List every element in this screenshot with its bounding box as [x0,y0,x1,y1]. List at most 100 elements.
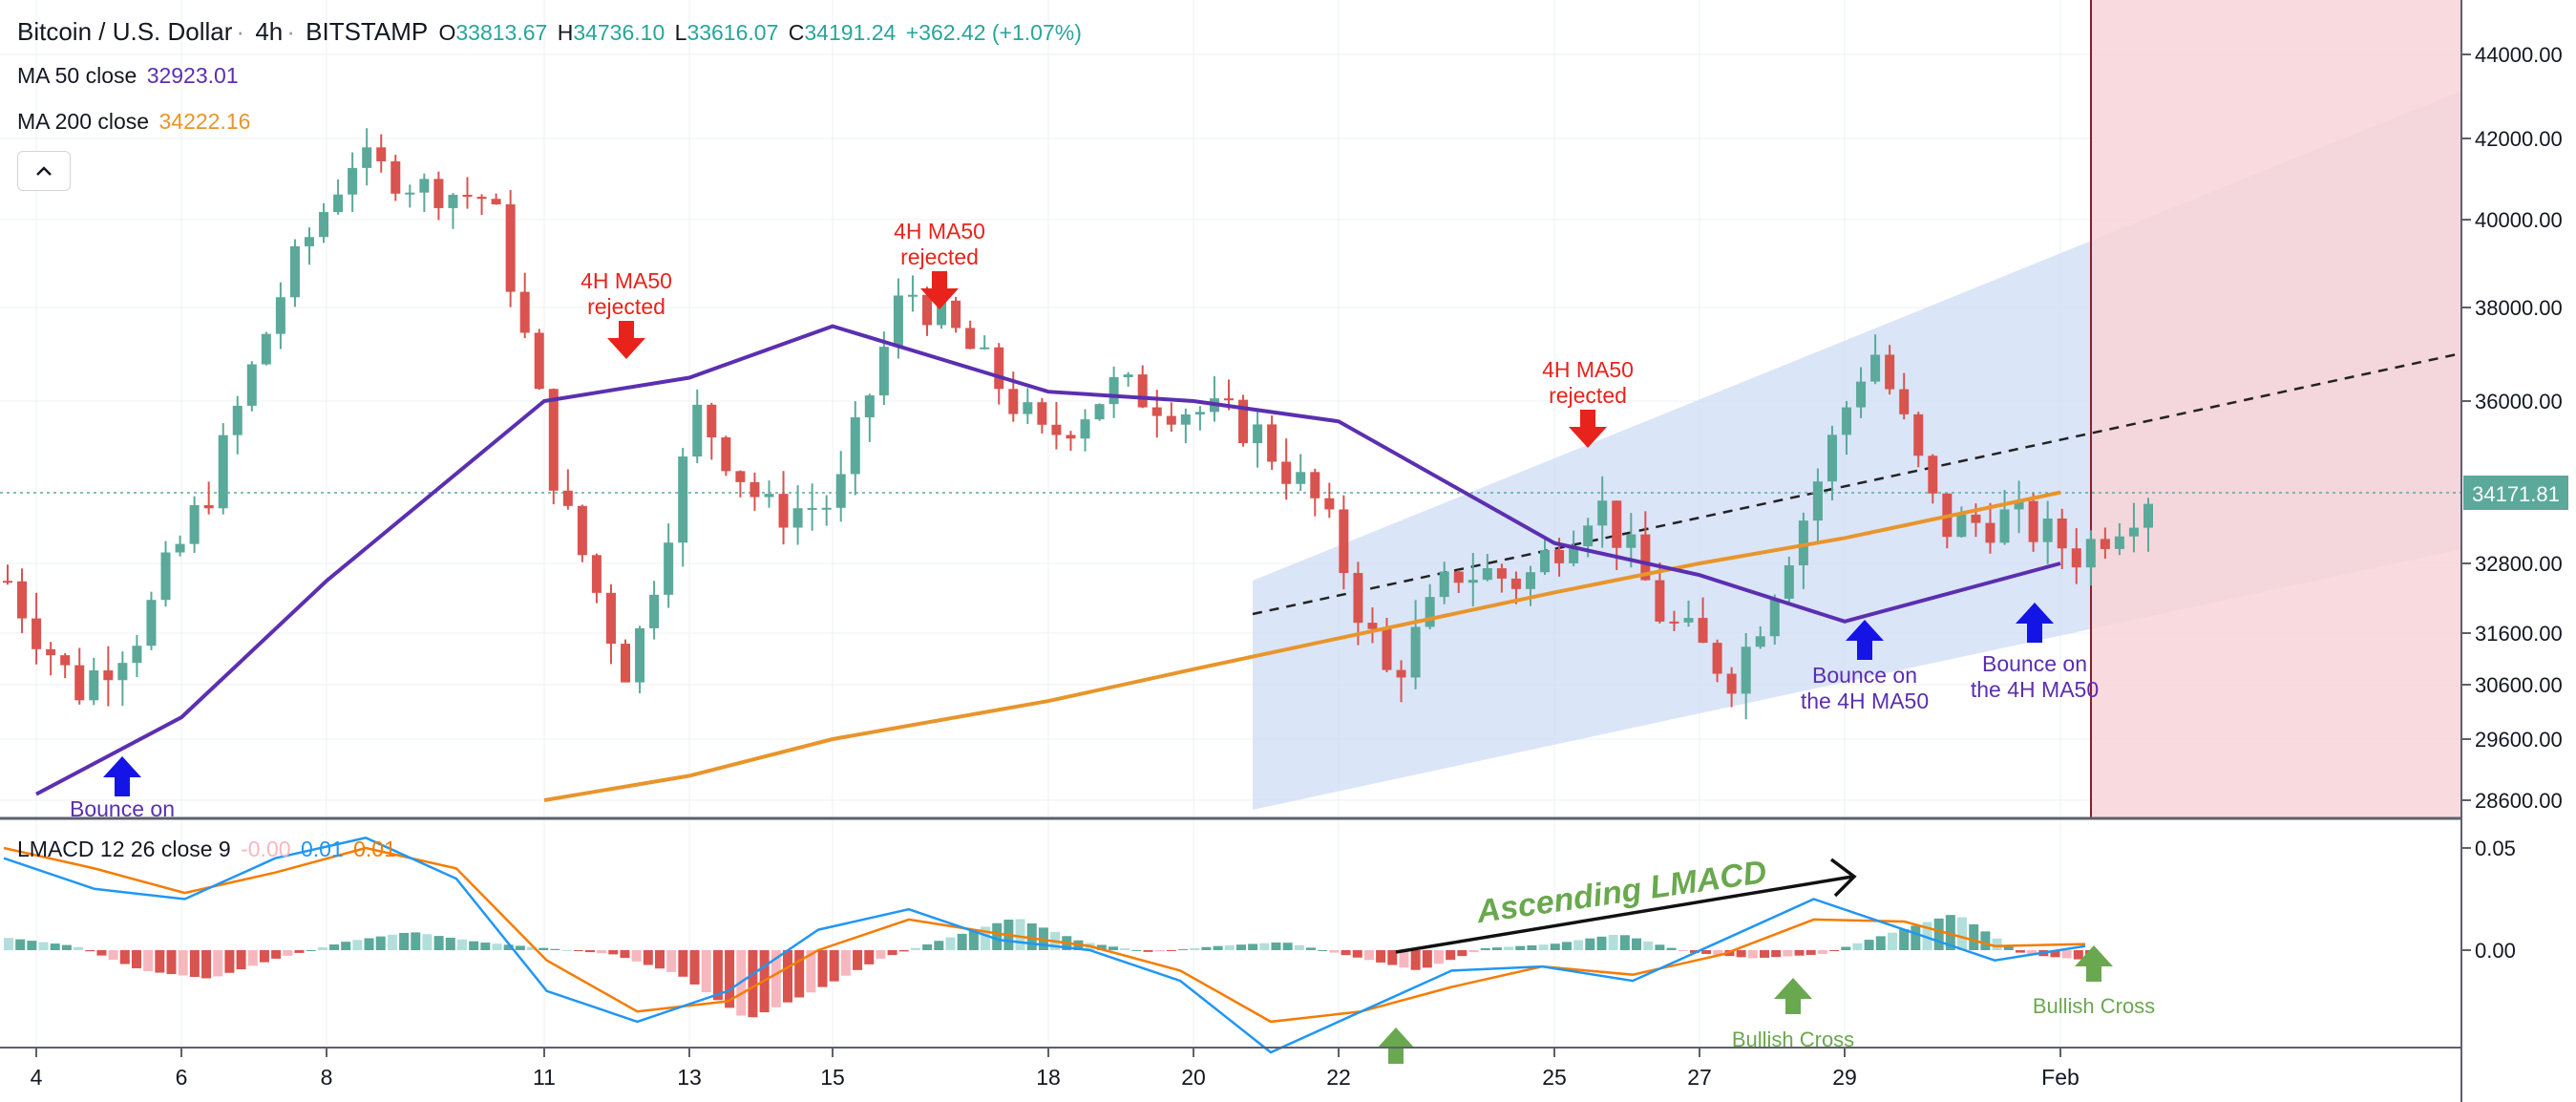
lmacd-histogram-bar [1166,950,1176,951]
candle-body [907,294,918,297]
lmacd-histogram-bar [433,936,444,950]
price-axis[interactable]: 44000.00 42000.00 40000.00 38000.00 36000.00… [2461,43,2563,813]
lmacd-histogram-bar [445,937,455,950]
candle-body [1496,568,1507,579]
time-axis[interactable]: 4 6 8 11 13 15 18 20 22 25 27 29 Feb [31,1048,2080,1090]
lmacd-histogram-bar [1387,950,1398,965]
lmacd-histogram-bar [119,950,130,964]
lmacd-histogram-bar [981,926,991,950]
lmacd-histogram-bar [1841,946,1851,950]
candle-body [707,404,717,438]
lmacd-histogram-bar [1294,944,1304,950]
candle-body [1525,572,1535,589]
candle-body [1956,514,1967,538]
lmacd-histogram-bar [1945,915,1955,950]
lmacd-histogram-bar [1724,950,1735,957]
ma50-rejected-label: rejected [900,244,979,269]
lmacd-histogram-bar [469,941,479,950]
lmacd-histogram-bar [1248,943,1258,950]
candle-body [1913,413,1924,456]
candle-body [692,404,703,457]
lmacd-histogram-bar [1096,944,1107,950]
candle-body [3,581,12,583]
candle-body [333,194,344,213]
blue-arrow-up [103,756,141,777]
candle-body [1267,424,1277,462]
candle-body [548,389,559,491]
collapse-legend-button[interactable] [17,151,71,191]
price-tick-label: 42000.00 [2475,127,2563,151]
lmacd-histogram-bar [608,950,619,955]
lmacd-histogram-bar [399,932,410,950]
lmacd-histogram-bar [864,950,875,964]
lmacd-histogram-bar [1143,950,1153,952]
lmacd-histogram-bar [1363,950,1374,961]
lmacd-histogram-bar [1805,950,1816,955]
price-tick-label: 32800.00 [2475,552,2563,576]
candle-body [2128,527,2139,537]
price-tick-label: 28600.00 [2475,789,2563,813]
ma200-legend[interactable]: MA 200 close 34222.16 [17,109,254,135]
lmacd-histogram-bar [1318,949,1328,951]
candle-body [505,203,516,292]
lmacd-histogram-bar [166,950,177,975]
last-price-tag: 34171.81 [2463,476,2568,510]
lmacd-histogram-bar [794,950,805,998]
green-arrow-up [2086,964,2101,982]
lmacd-histogram-bar [689,950,700,985]
candle-body [577,505,587,556]
lmacd-histogram-bar [1783,950,1793,957]
candle-body [218,434,228,509]
ma50-label: MA 50 close [17,63,137,88]
bullish-cross-label: Bullish Cross [2033,994,2155,1018]
lmacd-histogram-bar [1154,950,1165,952]
price-tick-label: 30600.00 [2475,673,2563,697]
indicator-axis[interactable]: 0.05 0.00 [2461,837,2516,963]
lmacd-histogram-bar [1224,944,1235,950]
chevron-up-icon [36,166,52,176]
candle-body [2100,539,2110,549]
ascending-arrow-head [1829,858,1857,898]
lmacd-histogram-bar [1689,950,1700,953]
lmacd-histogram-bar [1178,948,1189,950]
ma50-legend[interactable]: MA 50 close 32923.01 [17,63,243,89]
candle-body [1151,407,1162,416]
candle-body [2114,536,2124,549]
lmacd-histogram-bar [782,950,792,1003]
candle-body [1223,398,1234,401]
candle-body [994,347,1004,390]
lmacd-histogram-bar [1213,945,1223,950]
candle-body [792,508,803,528]
green-arrow-up [1785,997,1801,1014]
time-tick-label: 4 [31,1065,43,1090]
candle-body [1037,402,1047,425]
lmacd-histogram-bar [829,950,839,982]
symbol-legend[interactable]: Bitcoin / U.S. Dollar · 4h · BITSTAMP O338… [17,17,1082,46]
blue-arrow-up [2016,603,2054,624]
candle-body [1612,500,1622,548]
lmacd-histogram-bar [620,950,630,959]
lmacd-histogram-bar [1550,943,1560,950]
high-label: H [557,20,574,45]
candle-body [1583,525,1594,547]
candle-body [1712,643,1722,674]
candle-body [1842,407,1852,435]
lmacd-histogram-bar [108,950,118,961]
lmacd-histogram-bar [1015,919,1025,950]
ma200-line [543,490,2061,802]
candle-body [1425,597,1435,627]
bounce-label: Bounce on [1982,651,2087,676]
lmacd-histogram-bar [1410,950,1421,970]
candle-body [750,481,760,498]
lmacd-histogram-bar [201,950,212,979]
candle-body [1698,618,1708,644]
ma50-line [35,324,2061,796]
candle-body [1769,598,1780,637]
lmacd-histogram-bar [1120,948,1130,950]
candle-body [1080,419,1090,439]
candle-body [534,332,544,390]
blue-arrow-up [115,775,130,796]
candle-body [980,347,990,350]
lmacd-legend[interactable]: LMACD 12 26 close 9 -0.00 0.01 0.01 [17,837,400,862]
